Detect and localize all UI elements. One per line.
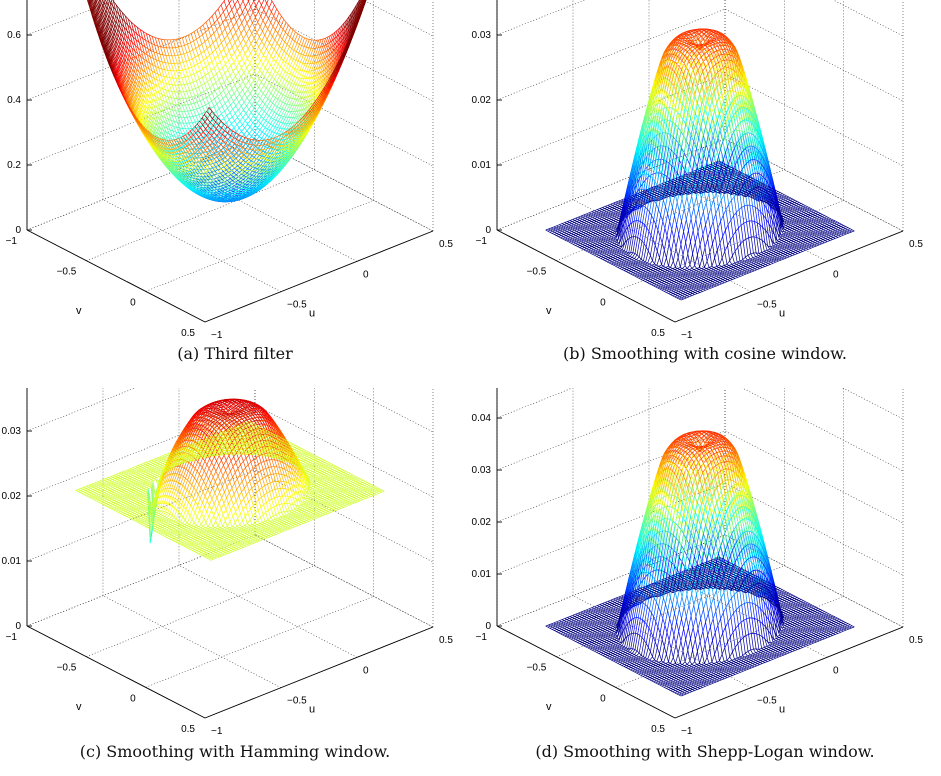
u-tick-label: −1 [681, 330, 693, 340]
u-axis-label: u [309, 704, 315, 716]
caption-d: (d) Smoothing with Shepp-Logan window. [470, 742, 940, 761]
surface-plot-c: 00.010.020.030.040.50−0.5−1−1−0.500.5vu [2, 388, 453, 737]
u-axis-label: u [779, 704, 785, 716]
v-tick-label: 0 [130, 693, 136, 704]
u-tick-label: 0 [833, 665, 839, 676]
caption-c: (c) Smoothing with Hamming window. [0, 742, 470, 761]
u-tick-label: −1 [211, 726, 223, 737]
surface-mesh [75, 398, 385, 561]
z-tick-label: 0.01 [472, 160, 492, 171]
v-tick-label: 0.5 [181, 328, 195, 339]
v-axis-label: v [546, 701, 552, 713]
v-tick-label: −0.5 [57, 267, 77, 278]
z-tick-label: 0.02 [2, 491, 22, 502]
axes-lines [496, 0, 904, 323]
v-tick-label: −0.5 [527, 267, 547, 278]
surface-mesh [545, 430, 855, 697]
v-axis-label: v [546, 305, 552, 317]
z-tick-label: 0.03 [2, 426, 22, 437]
z-tick-label: 0.2 [7, 160, 21, 171]
v-tick-label: −1 [476, 632, 488, 643]
figure-panel-a: 00.20.40.60.80.50−0.5−1−1−0.500.5vu (a) … [0, 0, 470, 388]
v-tick-label: −0.5 [57, 663, 77, 674]
z-tick-label: 0.01 [472, 569, 492, 580]
u-tick-label: −1 [211, 330, 223, 340]
z-tick-label: 0.01 [2, 556, 22, 567]
surface-mesh [545, 28, 855, 301]
caption-b: (b) Smoothing with cosine window. [470, 344, 940, 363]
v-tick-label: −1 [6, 632, 18, 643]
v-tick-label: 0.5 [651, 724, 665, 735]
u-tick-label: 0.5 [439, 239, 453, 250]
z-tick-label: 0.03 [472, 30, 492, 41]
v-axis-label: v [76, 701, 82, 713]
v-tick-label: 0 [600, 297, 606, 308]
surface-plot-d: 00.010.020.030.040.050.50−0.5−1−1−0.500.… [472, 388, 923, 737]
u-tick-label: 0.5 [909, 239, 923, 250]
v-tick-label: 0 [600, 693, 606, 704]
axes-lines [26, 0, 434, 323]
axes-lines [26, 388, 434, 719]
v-tick-label: 0 [130, 297, 136, 308]
z-tick-label: 0.02 [472, 517, 492, 528]
v-tick-label: −1 [476, 236, 488, 247]
u-tick-label: 0.5 [439, 635, 453, 646]
figure-panel-b: 00.010.020.030.040.50−0.5−1−1−0.500.5vu … [470, 0, 940, 388]
surface-plot-b: 00.010.020.030.040.50−0.5−1−1−0.500.5vu [472, 0, 923, 340]
z-tick-label: 0 [15, 621, 21, 632]
u-tick-label: 0 [833, 269, 839, 280]
u-tick-label: −0.5 [287, 300, 307, 311]
u-tick-label: −0.5 [757, 300, 777, 311]
figure-panel-d: 00.010.020.030.040.050.50−0.5−1−1−0.500.… [470, 388, 940, 776]
surface-mesh [87, 0, 367, 203]
surface-plot-a: 00.20.40.60.80.50−0.5−1−1−0.500.5vu [6, 0, 453, 340]
z-tick-label: 0.03 [472, 465, 492, 476]
z-tick-label: 0 [15, 225, 21, 236]
z-tick-label: 0.6 [7, 30, 21, 41]
v-tick-label: 0.5 [651, 328, 665, 339]
axes-lines [496, 388, 904, 719]
z-tick-label: 0.04 [472, 413, 492, 424]
u-tick-label: 0 [363, 665, 369, 676]
v-tick-label: 0.5 [181, 724, 195, 735]
figure-panel-c: 00.010.020.030.040.50−0.5−1−1−0.500.5vu … [0, 388, 470, 776]
v-tick-label: −0.5 [527, 663, 547, 674]
v-tick-label: −1 [6, 236, 18, 247]
v-axis-label: v [76, 305, 82, 317]
caption-a: (a) Third filter [0, 344, 470, 363]
u-tick-label: −0.5 [287, 696, 307, 707]
u-tick-label: 0.5 [909, 635, 923, 646]
u-tick-label: −1 [681, 726, 693, 737]
u-axis-label: u [779, 308, 785, 320]
z-tick-label: 0.4 [7, 95, 21, 106]
z-tick-label: 0 [485, 225, 491, 236]
z-tick-label: 0 [485, 621, 491, 632]
z-tick-label: 0.02 [472, 95, 492, 106]
u-tick-label: 0 [363, 269, 369, 280]
u-axis-label: u [309, 308, 315, 320]
u-tick-label: −0.5 [757, 696, 777, 707]
